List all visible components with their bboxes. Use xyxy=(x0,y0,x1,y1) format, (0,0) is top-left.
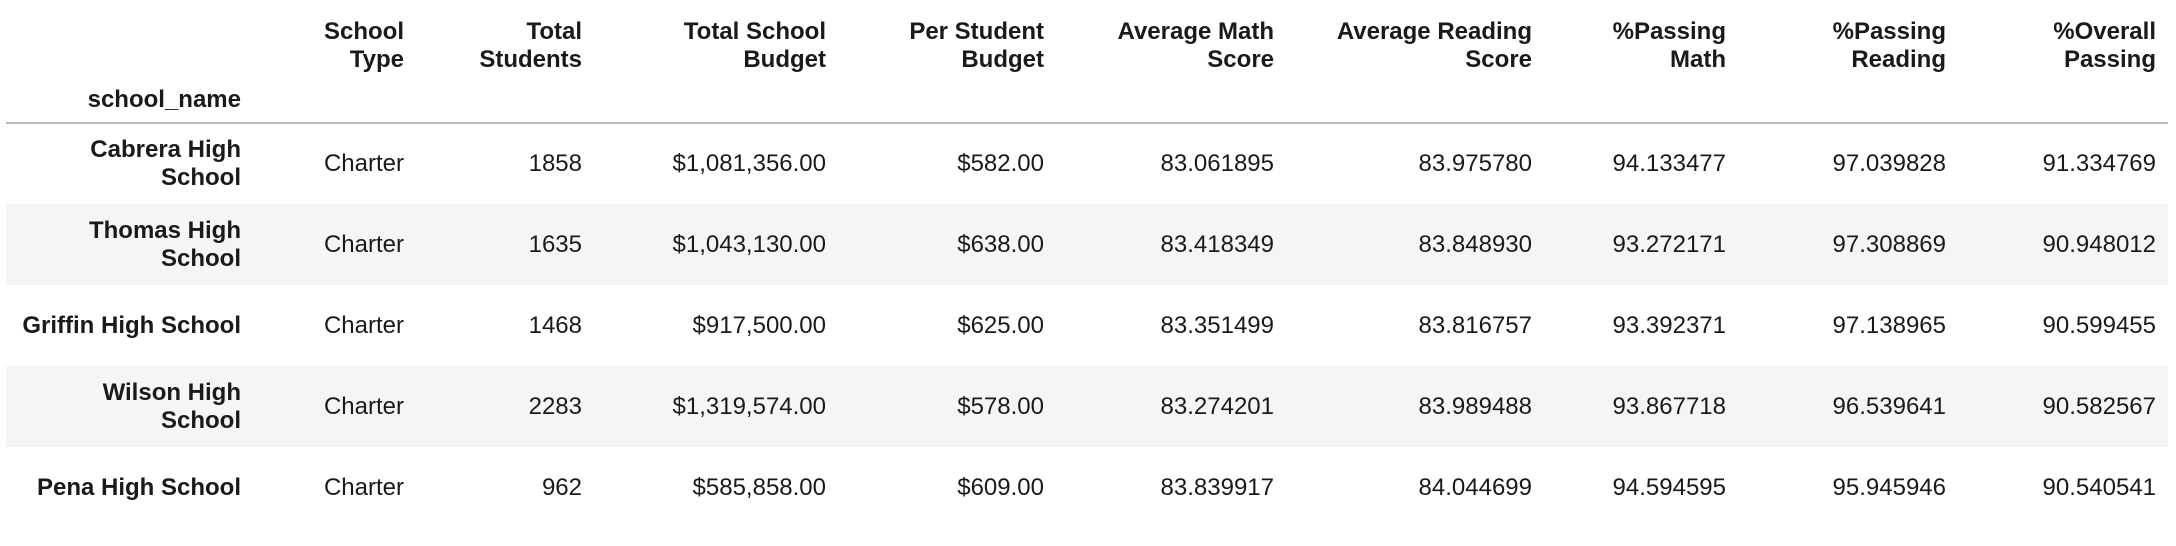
column-header-total-school-budget: Total School Budget xyxy=(683,18,826,73)
column-header-total-students: Total Students xyxy=(479,18,582,73)
cell-per-student-budget: $609.00 xyxy=(957,473,1044,501)
cell-total-students: 1635 xyxy=(528,230,582,258)
dataframe-output: School Type Total Students Total School Bud… xyxy=(6,14,2168,528)
cell-average-reading-score: 84.044699 xyxy=(1418,473,1532,501)
cell-total-school-budget: $1,043,130.00 xyxy=(672,230,826,258)
column-header-passing-math: %Passing Math xyxy=(1612,18,1726,73)
cell-total-school-budget: $917,500.00 xyxy=(692,311,826,339)
cell-school-type: Charter xyxy=(323,392,404,420)
column-header-overall-passing: %Overall Passing xyxy=(2053,18,2156,73)
cell-passing-reading: 97.138965 xyxy=(1832,311,1946,339)
row-header-school-name: Pena High School xyxy=(36,473,241,501)
cell-passing-reading: 97.039828 xyxy=(1832,150,1946,177)
cell-per-student-budget: $578.00 xyxy=(957,392,1044,420)
cell-total-students: 1858 xyxy=(528,150,582,177)
cell-average-reading-score: 83.989488 xyxy=(1418,392,1532,420)
index-corner-cell xyxy=(6,14,253,78)
cell-school-type: Charter xyxy=(323,230,404,258)
cell-passing-math: 94.594595 xyxy=(1612,473,1726,501)
column-header-per-student-budget: Per Student Budget xyxy=(909,18,1044,73)
cell-average-reading-score: 83.816757 xyxy=(1418,311,1532,339)
cell-school-type: Charter xyxy=(323,473,404,501)
column-header-school-type: School Type xyxy=(323,18,404,73)
school-summary-table: School Type Total Students Total School Bud… xyxy=(6,14,2168,528)
cell-total-school-budget: $1,319,574.00 xyxy=(672,392,826,420)
cell-total-students: 1468 xyxy=(528,311,582,339)
cell-total-school-budget: $1,081,356.00 xyxy=(672,150,826,177)
cell-passing-math: 93.867718 xyxy=(1612,392,1726,420)
cell-school-type: Charter xyxy=(323,150,404,177)
table-row: Wilson High School Charter 2283 $1,319,5… xyxy=(6,366,2168,447)
table-row: Pena High School Charter 962 $585,858.00… xyxy=(6,447,2168,528)
table-row: Cabrera High School Charter 1858 $1,081,… xyxy=(6,123,2168,204)
cell-school-type: Charter xyxy=(323,311,404,339)
column-header-passing-reading: %Passing Reading xyxy=(1832,18,1946,73)
column-header-average-reading-score: Average Reading Score xyxy=(1336,18,1532,73)
cell-passing-math: 93.272171 xyxy=(1612,230,1726,258)
cell-average-math-score: 83.418349 xyxy=(1160,230,1274,258)
column-header-row: School Type Total Students Total School Bud… xyxy=(6,14,2168,78)
cell-passing-reading: 97.308869 xyxy=(1832,230,1946,258)
cell-per-student-budget: $638.00 xyxy=(957,230,1044,258)
cell-average-reading-score: 83.848930 xyxy=(1418,230,1532,258)
cell-average-math-score: 83.351499 xyxy=(1160,311,1274,339)
cell-overall-passing: 90.599455 xyxy=(2042,311,2156,339)
cell-total-school-budget: $585,858.00 xyxy=(692,473,826,501)
row-header-school-name: Cabrera High School xyxy=(90,136,241,191)
cell-average-reading-score: 83.975780 xyxy=(1418,150,1532,177)
table-row: Thomas High School Charter 1635 $1,043,1… xyxy=(6,204,2168,285)
cell-passing-reading: 96.539641 xyxy=(1832,392,1946,420)
index-name-header: school_name xyxy=(87,86,241,113)
cell-per-student-budget: $625.00 xyxy=(957,311,1044,339)
cell-passing-math: 93.392371 xyxy=(1612,311,1726,339)
cell-overall-passing: 90.540541 xyxy=(2042,473,2156,501)
table-row: Griffin High School Charter 1468 $917,50… xyxy=(6,285,2168,366)
cell-passing-math: 94.133477 xyxy=(1612,150,1726,177)
cell-passing-reading: 95.945946 xyxy=(1832,473,1946,501)
cell-overall-passing: 90.948012 xyxy=(2042,230,2156,258)
cell-average-math-score: 83.839917 xyxy=(1160,473,1274,501)
index-name-row: school_name xyxy=(6,78,2168,123)
column-header-average-math-score: Average Math Score xyxy=(1117,18,1275,73)
cell-overall-passing: 90.582567 xyxy=(2042,392,2156,420)
cell-average-math-score: 83.061895 xyxy=(1160,150,1274,177)
row-header-school-name: Griffin High School xyxy=(22,311,241,339)
cell-per-student-budget: $582.00 xyxy=(957,150,1044,177)
cell-total-students: 962 xyxy=(541,473,582,501)
row-header-school-name: Wilson High School xyxy=(102,378,241,434)
cell-average-math-score: 83.274201 xyxy=(1160,392,1274,420)
cell-total-students: 2283 xyxy=(528,392,582,420)
row-header-school-name: Thomas High School xyxy=(88,216,241,272)
cell-overall-passing: 91.334769 xyxy=(2042,150,2156,177)
